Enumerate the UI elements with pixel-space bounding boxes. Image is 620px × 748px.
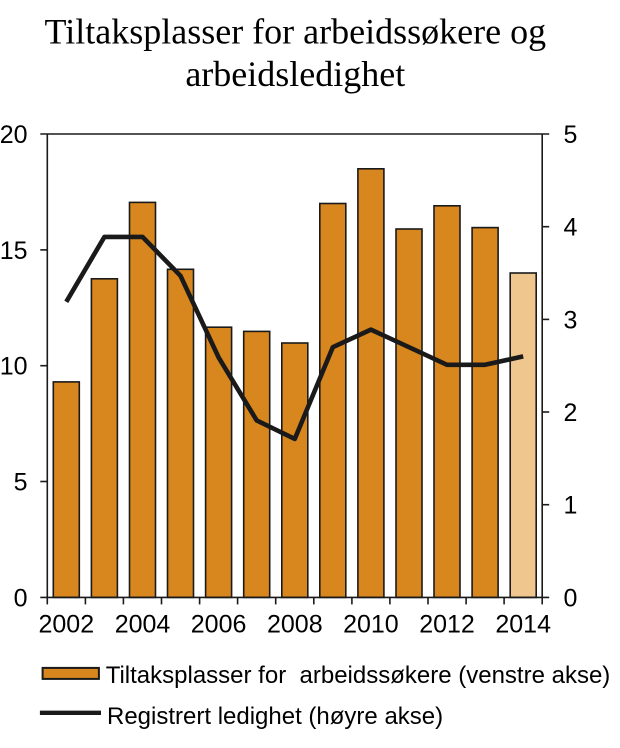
svg-text:10: 10 (0, 353, 28, 381)
svg-text:2008: 2008 (267, 611, 323, 639)
svg-text:Tiltaksplasser for arbeidssøke: Tiltaksplasser for arbeidssøkere og (45, 12, 547, 52)
svg-text:2012: 2012 (419, 611, 475, 639)
svg-text:Registrert ledighet (høyre aks: Registrert ledighet (høyre akse) (107, 703, 443, 730)
svg-text:20: 20 (0, 121, 28, 149)
svg-text:5: 5 (564, 121, 578, 149)
svg-text:3: 3 (564, 306, 578, 334)
svg-text:Tiltaksplasser for arbeidssøk: Tiltaksplasser for arbeidssøkere (venstr… (106, 662, 611, 689)
svg-text:1: 1 (564, 492, 578, 520)
svg-text:2: 2 (564, 399, 578, 427)
svg-text:0: 0 (14, 584, 28, 612)
svg-text:2010: 2010 (343, 611, 399, 639)
svg-text:15: 15 (0, 237, 28, 265)
svg-text:arbeidsledighet: arbeidsledighet (185, 54, 405, 94)
svg-text:4: 4 (564, 214, 578, 242)
svg-text:2006: 2006 (191, 611, 247, 639)
svg-text:0: 0 (564, 584, 578, 612)
svg-text:2002: 2002 (38, 611, 94, 639)
svg-text:5: 5 (14, 469, 28, 497)
svg-text:2014: 2014 (495, 611, 551, 639)
svg-text:2004: 2004 (115, 611, 171, 639)
